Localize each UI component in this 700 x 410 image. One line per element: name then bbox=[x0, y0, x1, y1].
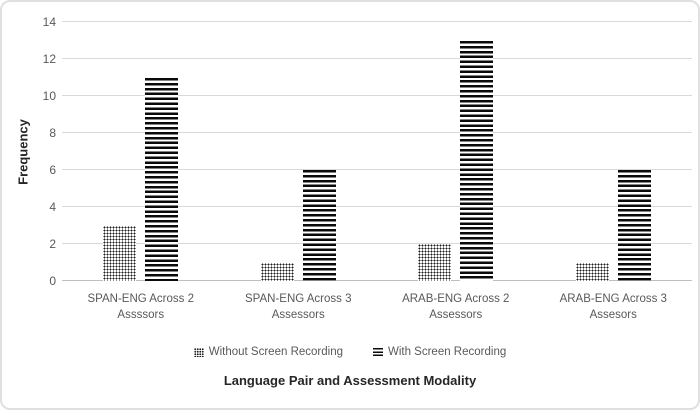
gridline bbox=[62, 169, 692, 170]
bar-groups bbox=[62, 22, 692, 281]
legend: Without Screen Recording With Screen Reco… bbox=[2, 346, 698, 358]
legend-item: Without Screen Recording bbox=[193, 346, 343, 358]
bar bbox=[575, 262, 609, 281]
bar-group bbox=[535, 22, 693, 281]
gridline bbox=[62, 21, 692, 22]
x-axis-line bbox=[62, 280, 692, 281]
y-tick-label: 12 bbox=[42, 52, 56, 66]
bar bbox=[617, 170, 651, 281]
category-label: SPAN-ENG Across 2 Assssors bbox=[62, 291, 220, 323]
bar-group bbox=[377, 22, 535, 281]
category-label: ARAB-ENG Across 3 Assesors bbox=[535, 291, 693, 323]
bar bbox=[145, 77, 179, 281]
dots-pattern-swatch-icon bbox=[193, 347, 204, 357]
y-tick-label: 2 bbox=[49, 237, 56, 251]
x-axis-title: Language Pair and Assessment Modality bbox=[223, 373, 477, 388]
category-label-line: Assesors bbox=[589, 309, 637, 321]
y-tick-label: 10 bbox=[42, 89, 56, 103]
lines-pattern-swatch-icon bbox=[372, 347, 383, 357]
gridline bbox=[62, 243, 692, 244]
plot-area bbox=[62, 21, 692, 281]
gridline bbox=[62, 132, 692, 133]
bar-group bbox=[220, 22, 378, 281]
category-label-line: SPAN-ENG Across 2 bbox=[87, 293, 194, 305]
category-label: SPAN-ENG Across 3 Assessors bbox=[220, 291, 378, 323]
category-label-line: SPAN-ENG Across 3 bbox=[244, 293, 352, 305]
bar bbox=[103, 225, 137, 281]
bar bbox=[418, 244, 452, 281]
legend-label: With Screen Recording bbox=[387, 346, 507, 358]
category-label-line: Assessors bbox=[429, 309, 483, 321]
y-tick-label: 14 bbox=[42, 15, 56, 29]
bar bbox=[260, 262, 294, 281]
y-tick-label: 0 bbox=[49, 274, 56, 288]
category-label-line: Assssors bbox=[117, 309, 165, 321]
gridline bbox=[62, 58, 692, 59]
gridline bbox=[62, 95, 692, 96]
legend-item: With Screen Recording bbox=[372, 346, 507, 358]
x-axis-category-labels: SPAN-ENG Across 2 Assssors SPAN-ENG Across… bbox=[62, 291, 692, 323]
category-label-line: Assessors bbox=[271, 309, 325, 321]
y-tick-label: 8 bbox=[49, 126, 56, 140]
category-label-line: ARAB-ENG Across 2 bbox=[402, 293, 510, 305]
y-tick-label: 6 bbox=[49, 163, 56, 177]
bar-group bbox=[62, 22, 220, 281]
legend-label: Without Screen Recording bbox=[208, 346, 343, 358]
gridline bbox=[62, 206, 692, 207]
category-label-line: ARAB-ENG Across 3 bbox=[559, 293, 667, 305]
category-label: ARAB-ENG Across 2 Assessors bbox=[377, 291, 535, 323]
y-tick-label: 4 bbox=[49, 200, 56, 214]
bar bbox=[302, 170, 336, 281]
bar bbox=[460, 40, 494, 281]
